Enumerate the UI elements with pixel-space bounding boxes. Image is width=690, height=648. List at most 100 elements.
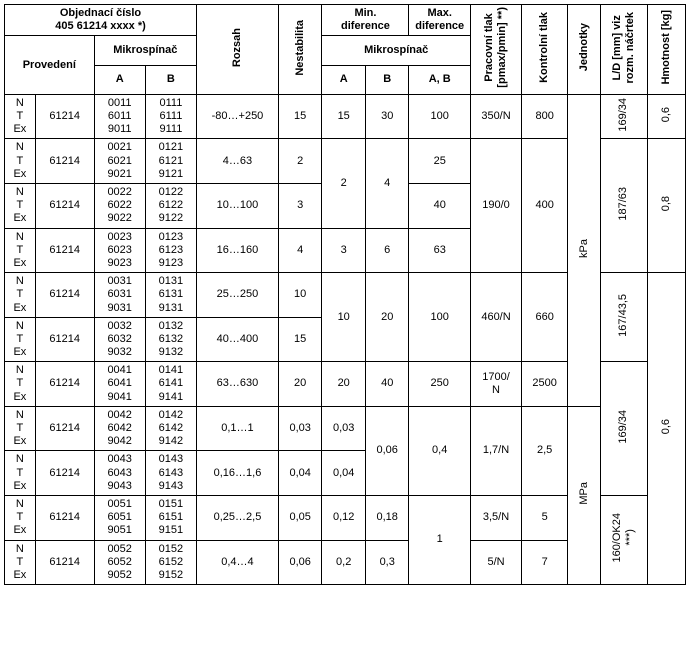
roz: 0,16…1,6 <box>197 451 279 496</box>
msB: 015161519151 <box>145 495 196 540</box>
unit: MPa <box>568 406 601 584</box>
cell-prefix: 61214 <box>35 273 94 318</box>
hdr-msB: B <box>145 65 196 94</box>
msA: 001160119011 <box>94 94 145 139</box>
msA: 003260329032 <box>94 317 145 362</box>
msA: 005260529052 <box>94 540 145 585</box>
roz: 40…400 <box>197 317 279 362</box>
tlak: 5/N <box>470 540 521 585</box>
dB: 40 <box>365 362 409 407</box>
cell-prefix: 61214 <box>35 94 94 139</box>
hdr-max-dif: Max. diference <box>409 5 470 36</box>
msA: 004360439043 <box>94 451 145 496</box>
tlak: 350/N <box>470 94 521 139</box>
roz: 0,1…1 <box>197 406 279 451</box>
ld: 167/43,5 <box>601 273 647 362</box>
msB: 014161419141 <box>145 362 196 407</box>
dA: 3 <box>322 228 366 273</box>
max: 25 <box>409 139 470 184</box>
msB: 014261429142 <box>145 406 196 451</box>
dA: 0,2 <box>322 540 366 585</box>
cell-prov-labels: NTEx <box>5 362 36 407</box>
spec-table: Objednací číslo 405 61214 xxxx *) Rozsah… <box>4 4 686 585</box>
hdr-prac-tlak: Pracovní tlak [pmax/pmin] **) <box>470 5 521 95</box>
max: 100 <box>409 273 470 362</box>
dA: 20 <box>322 362 366 407</box>
nest: 20 <box>278 362 322 407</box>
hdr-mikrospinac2: Mikrospínač <box>322 36 470 65</box>
hdr-nestabilita: Nestabilita <box>278 5 322 95</box>
dB: 0,06 <box>365 406 409 495</box>
roz: -80…+250 <box>197 94 279 139</box>
msB: 015261529152 <box>145 540 196 585</box>
roz: 25…250 <box>197 273 279 318</box>
ktlak: 2500 <box>522 362 568 407</box>
cell-prov-labels: NTEx <box>5 94 36 139</box>
ktlak: 400 <box>522 139 568 273</box>
dA: 2 <box>322 139 366 228</box>
dB: 6 <box>365 228 409 273</box>
dA: 15 <box>322 94 366 139</box>
dA: 0,12 <box>322 495 366 540</box>
hm: 0,8 <box>647 139 685 273</box>
nest: 0,04 <box>278 451 322 496</box>
msA: 002260229022 <box>94 184 145 229</box>
cell-prefix: 61214 <box>35 184 94 229</box>
msB: 013261329132 <box>145 317 196 362</box>
hdr-provedeni: Provedení <box>5 36 95 95</box>
nest: 4 <box>278 228 322 273</box>
msB: 013161319131 <box>145 273 196 318</box>
cell-prefix: 61214 <box>35 362 94 407</box>
hdr-dB: B <box>365 65 409 94</box>
msA: 005160519051 <box>94 495 145 540</box>
roz: 16…160 <box>197 228 279 273</box>
msA: 004160419041 <box>94 362 145 407</box>
cell-prefix: 61214 <box>35 228 94 273</box>
cell-prefix: 61214 <box>35 495 94 540</box>
ld: 160/OK24***) <box>601 495 647 584</box>
hm: 0,6 <box>647 94 685 139</box>
cell-prov-labels: NTEx <box>5 228 36 273</box>
unit: kPa <box>568 94 601 406</box>
ld: 169/34 <box>601 362 647 496</box>
roz: 0,4…4 <box>197 540 279 585</box>
nest: 15 <box>278 317 322 362</box>
ktlak: 800 <box>522 94 568 139</box>
msB: 011161119111 <box>145 94 196 139</box>
hdr-objednaci: Objednací číslo 405 61214 xxxx *) <box>5 5 197 36</box>
dB: 4 <box>365 139 409 228</box>
cell-prov-labels: NTEx <box>5 406 36 451</box>
max: 63 <box>409 228 470 273</box>
tlak: 1,7/N <box>470 406 521 495</box>
dB: 30 <box>365 94 409 139</box>
nest: 0,06 <box>278 540 322 585</box>
ktlak: 660 <box>522 273 568 362</box>
msB: 012161219121 <box>145 139 196 184</box>
cell-prefix: 61214 <box>35 451 94 496</box>
cell-prov-labels: NTEx <box>5 273 36 318</box>
max: 250 <box>409 362 470 407</box>
cell-prefix: 61214 <box>35 406 94 451</box>
nest: 0,05 <box>278 495 322 540</box>
dA: 10 <box>322 273 366 362</box>
nest: 2 <box>278 139 322 184</box>
cell-prov-labels: NTEx <box>5 184 36 229</box>
ld: 169/34 <box>601 94 647 139</box>
max: 1 <box>409 495 470 584</box>
hdr-kontrolni-tlak: Kontrolní tlak <box>522 5 568 95</box>
cell-prov-labels: NTEx <box>5 495 36 540</box>
tlak: 460/N <box>470 273 521 362</box>
dA: 0,03 <box>322 406 366 451</box>
hdr-min-dif: Min. diference <box>322 5 409 36</box>
msB: 012361239123 <box>145 228 196 273</box>
msA: 004260429042 <box>94 406 145 451</box>
nest: 3 <box>278 184 322 229</box>
ktlak: 2,5 <box>522 406 568 495</box>
max: 100 <box>409 94 470 139</box>
ktlak: 7 <box>522 540 568 585</box>
nest: 10 <box>278 273 322 318</box>
nest: 15 <box>278 94 322 139</box>
max: 0,4 <box>409 406 470 495</box>
ktlak: 5 <box>522 495 568 540</box>
hm: 0,6 <box>647 273 685 585</box>
